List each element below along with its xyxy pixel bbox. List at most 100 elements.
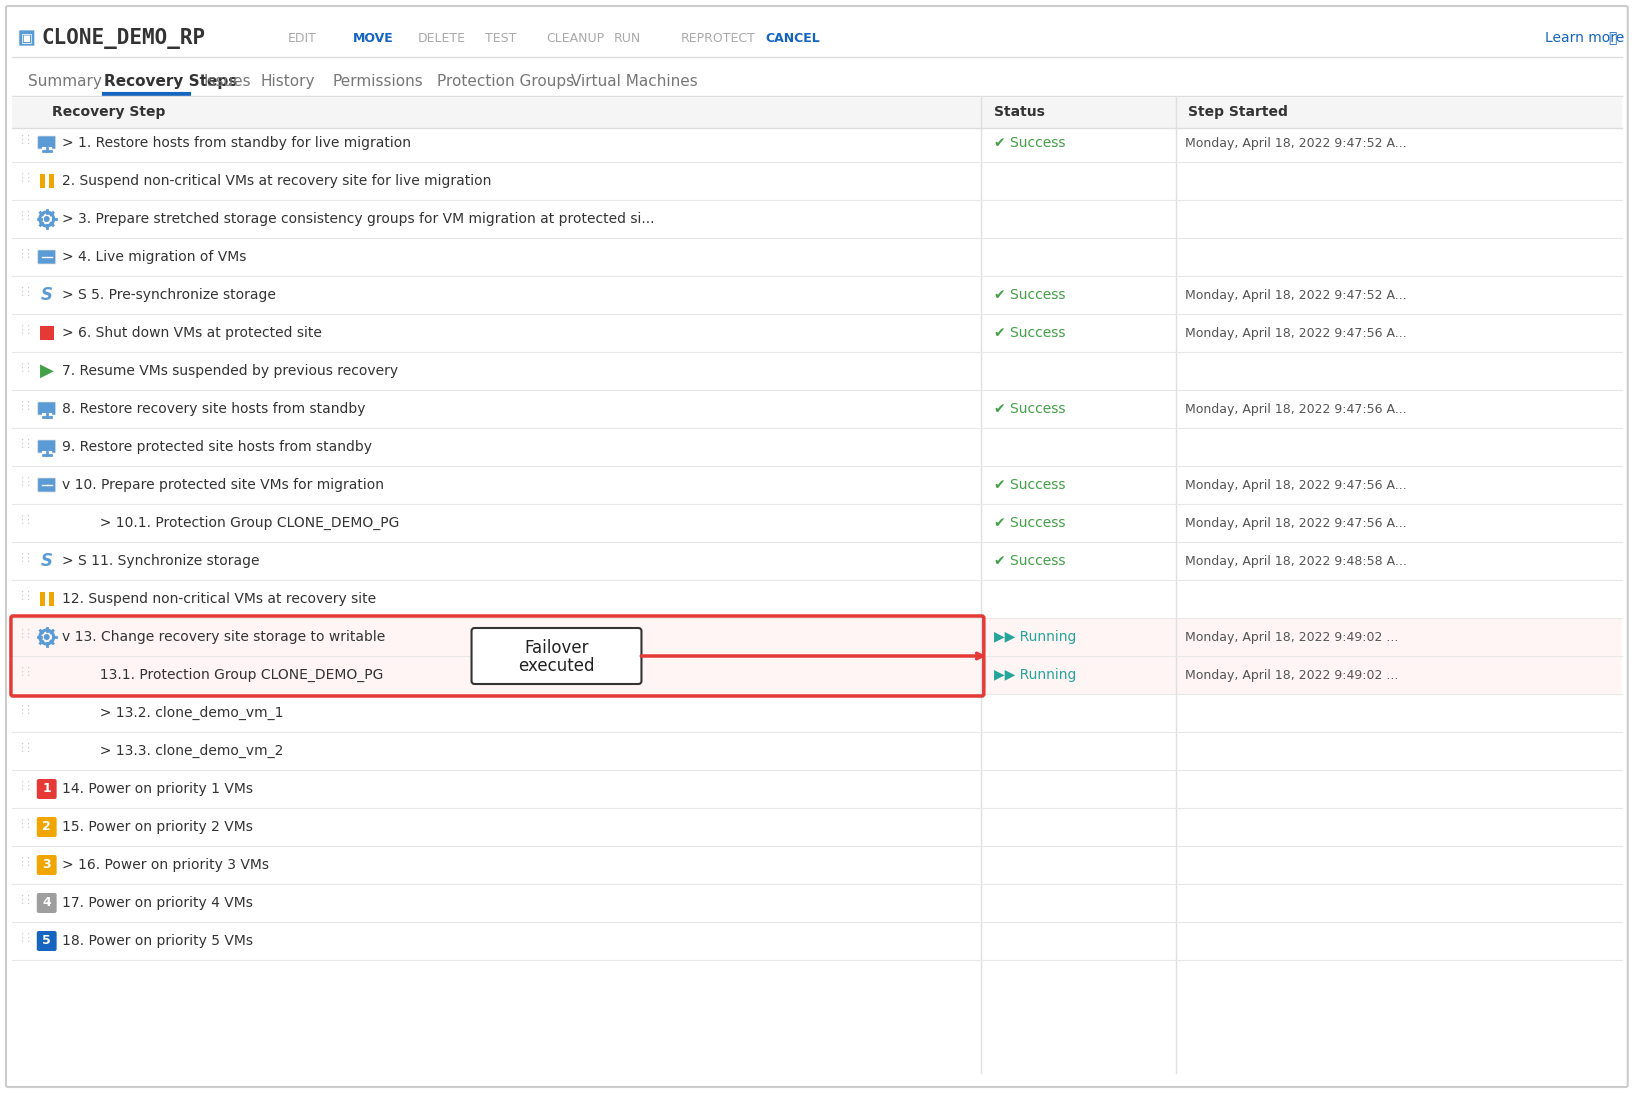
Text: ⋮: ⋮ <box>23 363 33 373</box>
Text: History: History <box>260 73 316 89</box>
Circle shape <box>44 634 49 640</box>
Text: ⋮: ⋮ <box>16 173 28 183</box>
Text: ⋮: ⋮ <box>23 781 33 791</box>
Text: ⋮: ⋮ <box>16 363 28 373</box>
Text: S: S <box>41 286 53 304</box>
FancyBboxPatch shape <box>38 478 56 492</box>
Text: ⋮: ⋮ <box>16 743 28 753</box>
Text: ⋮: ⋮ <box>23 249 33 259</box>
Text: MOVE: MOVE <box>353 32 393 45</box>
FancyBboxPatch shape <box>38 250 56 265</box>
Text: v 10. Prepare protected site VMs for migration: v 10. Prepare protected site VMs for mig… <box>61 478 383 492</box>
Text: ⋮: ⋮ <box>23 287 33 297</box>
Text: ✔ Success: ✔ Success <box>993 516 1065 530</box>
Text: ⋮: ⋮ <box>16 515 28 525</box>
Text: Monday, April 18, 2022 9:48:58 A...: Monday, April 18, 2022 9:48:58 A... <box>1185 554 1406 567</box>
Text: ⋮: ⋮ <box>16 439 28 449</box>
Text: 2: 2 <box>43 821 51 834</box>
Text: DELETE: DELETE <box>418 32 465 45</box>
Text: ⋮: ⋮ <box>16 136 28 145</box>
Bar <box>39 326 54 340</box>
Text: 18. Power on priority 5 VMs: 18. Power on priority 5 VMs <box>61 935 253 948</box>
Text: 7. Resume VMs suspended by previous recovery: 7. Resume VMs suspended by previous reco… <box>61 364 398 378</box>
Text: 2. Suspend non-critical VMs at recovery site for live migration: 2. Suspend non-critical VMs at recovery … <box>61 174 492 188</box>
Text: v 13. Change recovery site storage to writable: v 13. Change recovery site storage to wr… <box>61 630 385 644</box>
Text: ⋮: ⋮ <box>16 667 28 677</box>
Text: ⋮: ⋮ <box>16 249 28 259</box>
Text: ⋮: ⋮ <box>23 628 33 639</box>
FancyBboxPatch shape <box>36 893 56 913</box>
Text: Monday, April 18, 2022 9:47:56 A...: Monday, April 18, 2022 9:47:56 A... <box>1185 517 1406 529</box>
Text: ⧉: ⧉ <box>1608 31 1616 45</box>
Bar <box>39 174 44 188</box>
Text: ⋮: ⋮ <box>23 211 33 221</box>
Text: ⋮: ⋮ <box>16 628 28 639</box>
Text: CLEANUP: CLEANUP <box>546 32 605 45</box>
Text: 15. Power on priority 2 VMs: 15. Power on priority 2 VMs <box>61 820 253 834</box>
Text: > 3. Prepare stretched storage consistency groups for VM migration at protected : > 3. Prepare stretched storage consisten… <box>61 212 654 226</box>
Text: 1: 1 <box>43 783 51 796</box>
Text: ⋮: ⋮ <box>23 895 33 905</box>
Bar <box>12 618 1621 656</box>
Text: Monday, April 18, 2022 9:49:02 ...: Monday, April 18, 2022 9:49:02 ... <box>1185 631 1397 644</box>
Text: Protection Groups: Protection Groups <box>437 73 574 89</box>
Text: Permissions: Permissions <box>332 73 424 89</box>
Text: ⋮: ⋮ <box>23 553 33 563</box>
Text: ▶: ▶ <box>39 362 54 380</box>
Text: executed: executed <box>518 657 595 675</box>
Text: TEST: TEST <box>485 32 516 45</box>
Circle shape <box>44 216 49 222</box>
Text: Status: Status <box>993 105 1044 119</box>
FancyBboxPatch shape <box>18 30 35 46</box>
Text: ⋮: ⋮ <box>23 439 33 449</box>
Text: CLONE_DEMO_RP: CLONE_DEMO_RP <box>41 27 206 48</box>
Text: 12. Suspend non-critical VMs at recovery site: 12. Suspend non-critical VMs at recovery… <box>61 592 376 606</box>
Text: Monday, April 18, 2022 9:47:56 A...: Monday, April 18, 2022 9:47:56 A... <box>1185 479 1406 492</box>
Text: ⋮: ⋮ <box>23 667 33 677</box>
Text: Issues: Issues <box>204 73 252 89</box>
Text: ▣: ▣ <box>21 32 33 45</box>
Text: ✔ Success: ✔ Success <box>993 326 1065 340</box>
Text: Monday, April 18, 2022 9:49:02 ...: Monday, April 18, 2022 9:49:02 ... <box>1185 669 1397 682</box>
Text: > S 11. Synchronize storage: > S 11. Synchronize storage <box>61 554 260 568</box>
Text: ⋮: ⋮ <box>16 781 28 791</box>
FancyBboxPatch shape <box>36 816 56 837</box>
FancyBboxPatch shape <box>36 779 56 799</box>
Text: > 6. Shut down VMs at protected site: > 6. Shut down VMs at protected site <box>61 326 322 340</box>
FancyBboxPatch shape <box>36 931 56 951</box>
Text: REPROTECT: REPROTECT <box>681 32 756 45</box>
Text: > 4. Live migration of VMs: > 4. Live migration of VMs <box>61 250 247 265</box>
Text: ⋮: ⋮ <box>23 591 33 601</box>
Text: ⋮: ⋮ <box>16 553 28 563</box>
Text: S: S <box>41 552 53 571</box>
Text: ✔ Success: ✔ Success <box>993 136 1065 150</box>
Text: ⋮: ⋮ <box>16 211 28 221</box>
Text: ▶▶ Running: ▶▶ Running <box>993 668 1077 682</box>
Text: Monday, April 18, 2022 9:47:56 A...: Monday, April 18, 2022 9:47:56 A... <box>1185 402 1406 415</box>
Text: ⋮: ⋮ <box>23 857 33 867</box>
FancyBboxPatch shape <box>38 440 56 453</box>
Text: ⋮: ⋮ <box>16 477 28 487</box>
Text: ⋮: ⋮ <box>23 173 33 183</box>
Bar <box>12 656 1621 693</box>
Text: > S 5. Pre-synchronize storage: > S 5. Pre-synchronize storage <box>61 287 276 302</box>
Text: RUN: RUN <box>615 32 641 45</box>
Text: Recovery Step: Recovery Step <box>51 105 164 119</box>
Text: 4: 4 <box>43 896 51 909</box>
Text: ⋮: ⋮ <box>23 743 33 753</box>
Text: ⋮: ⋮ <box>23 705 33 715</box>
Text: > 1. Restore hosts from standby for live migration: > 1. Restore hosts from standby for live… <box>61 136 411 150</box>
Text: ✔ Success: ✔ Success <box>993 402 1065 416</box>
Bar <box>12 98 1621 128</box>
Text: Learn more: Learn more <box>1545 31 1624 45</box>
Text: ✔ Success: ✔ Success <box>993 554 1065 568</box>
Text: ⋮: ⋮ <box>16 857 28 867</box>
Text: ⋮: ⋮ <box>23 325 33 334</box>
Bar <box>49 592 54 606</box>
FancyBboxPatch shape <box>7 5 1628 1088</box>
Text: ⋮: ⋮ <box>16 401 28 411</box>
Text: EDIT: EDIT <box>288 32 317 45</box>
Text: > 13.2. clone_demo_vm_1: > 13.2. clone_demo_vm_1 <box>92 706 284 720</box>
Text: Virtual Machines: Virtual Machines <box>572 73 699 89</box>
FancyBboxPatch shape <box>36 855 56 875</box>
